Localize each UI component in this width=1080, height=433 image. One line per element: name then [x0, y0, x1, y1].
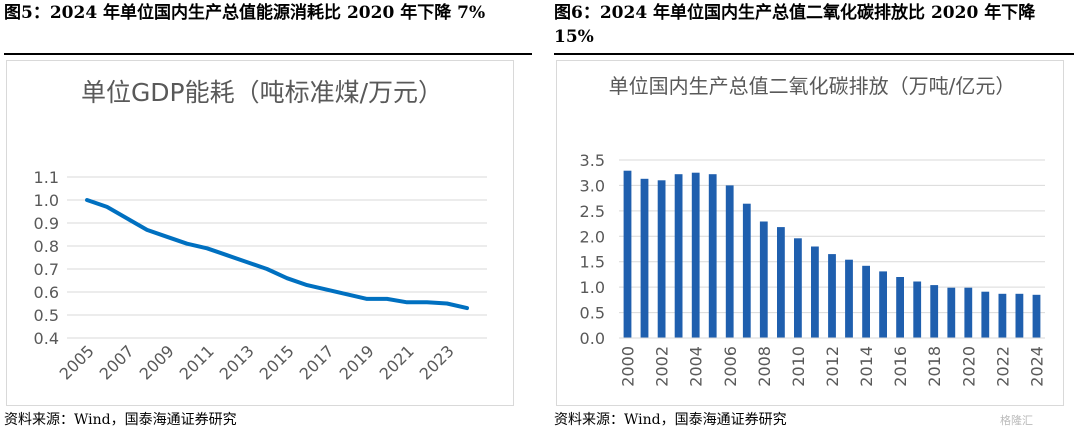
x-tick-label: 2013 [216, 341, 258, 383]
y-tick-label: 0.8 [34, 237, 59, 256]
chart-title: 单位GDP能耗（吨标准煤/万元） [80, 78, 444, 107]
figure-5-source: 资料来源：Wind，国泰海通证券研究 [4, 412, 237, 428]
x-tick-label: 2015 [256, 341, 298, 383]
bar [674, 174, 683, 338]
bar [964, 287, 973, 338]
bar [725, 185, 734, 338]
y-tick-label: 1.0 [34, 191, 59, 210]
co2-emission-chart: 单位国内生产总值二氧化碳排放（万吨/亿元） 0.0 0.5 1.0 1.5 2.0 2.5… [556, 60, 1064, 406]
figure-5-title: 图5：2024 年单位国内生产总值能源消耗比 2020 年下降 7% [4, 3, 486, 23]
bar [708, 174, 717, 338]
x-tick-label: 2009 [136, 341, 178, 383]
series-line [85, 198, 469, 311]
watermark-logo: 格隆汇 [1000, 414, 1033, 427]
y-tick-label: 2.5 [580, 202, 605, 221]
bar [777, 227, 785, 338]
x-tick-label: 2018 [925, 346, 944, 387]
bar [981, 291, 990, 338]
bar [742, 203, 751, 338]
bar [794, 238, 802, 338]
x-tick-label: 2008 [755, 346, 774, 387]
bar [828, 254, 836, 338]
x-tick-label: 2005 [56, 341, 98, 383]
x-tick-label: 2002 [653, 346, 672, 387]
y-tick-label: 0.6 [34, 283, 59, 302]
x-tick-label: 2016 [891, 346, 910, 387]
bar-chart-svg: 0.0 0.5 1.0 1.5 2.0 2.5 3.0 3.5 2000 2002 2004 2006… [580, 151, 1047, 387]
bar [896, 277, 904, 338]
bar [691, 172, 700, 338]
bar [623, 170, 632, 338]
figure-6-rule [554, 53, 1074, 55]
bar [1015, 293, 1024, 338]
y-tick-label: 0.0 [580, 329, 605, 348]
x-tick-label: 2022 [993, 346, 1012, 387]
y-tick-label: 1.0 [580, 278, 605, 297]
y-tick-label: 0.5 [580, 304, 605, 323]
x-tick-label: 2024 [1027, 346, 1046, 387]
x-tick-label: 2007 [96, 341, 138, 383]
y-tick-label: 0.5 [34, 306, 59, 325]
bar [879, 271, 887, 338]
x-tick-label: 2004 [687, 346, 706, 387]
x-tick-label: 2017 [296, 341, 338, 383]
x-tick-label: 2010 [789, 346, 808, 387]
y-tick-label: 3.5 [580, 151, 605, 170]
bar [657, 180, 666, 338]
x-tick-label: 2019 [336, 341, 378, 383]
y-tick-label: 1.1 [34, 168, 59, 187]
bar [811, 246, 819, 338]
figure-6-title: 图6：2024 年单位国内生产总值二氧化碳排放比 2020 年下降 15% [554, 3, 1036, 47]
x-tick-label: 2011 [176, 341, 218, 383]
x-tick-label: 2014 [857, 346, 876, 387]
bar [930, 285, 939, 338]
bar [862, 265, 870, 338]
y-tick-label: 0.7 [34, 260, 59, 279]
bar [640, 178, 649, 338]
bar [845, 259, 853, 338]
y-tick-label: 2.0 [580, 227, 605, 246]
x-tick-label: 2006 [721, 346, 740, 387]
y-tick-label: 3.0 [580, 176, 605, 195]
x-tick-label: 2012 [823, 346, 842, 387]
line-chart-svg: 0.4 0.5 0.6 0.7 0.8 0.9 1.0 1.1 2005200720092011… [34, 168, 487, 384]
bar [913, 281, 922, 338]
chart-title: 单位国内生产总值二氧化碳排放（万吨/亿元） [608, 74, 1016, 98]
x-tick-label: 2020 [959, 346, 978, 387]
bar [998, 293, 1007, 338]
x-tick-label: 2000 [619, 346, 638, 387]
y-tick-label: 1.5 [580, 253, 605, 272]
x-tick-label: 2023 [416, 341, 458, 383]
bar [759, 221, 768, 338]
energy-consumption-chart: 单位GDP能耗（吨标准煤/万元） 0.4 0.5 0.6 0.7 0.8 0.9 1.0 1.… [6, 60, 514, 406]
bar [947, 287, 956, 338]
y-tick-label: 0.9 [34, 214, 59, 233]
x-tick-label: 2021 [376, 341, 418, 383]
figure-6-source: 资料来源：Wind，国泰海通证券研究 [554, 412, 787, 428]
figure-5-rule [4, 53, 532, 55]
y-tick-label: 0.4 [34, 329, 59, 348]
bar [1032, 294, 1041, 338]
